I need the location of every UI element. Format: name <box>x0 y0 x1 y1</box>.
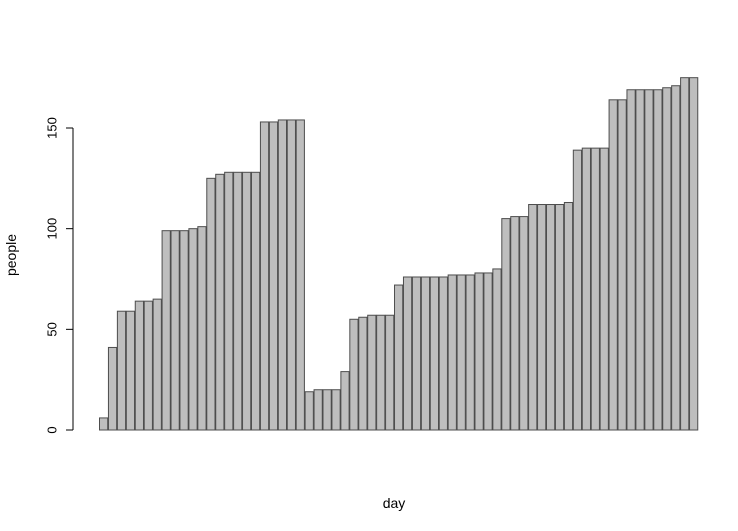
bar-62 <box>644 89 654 431</box>
bar-54 <box>572 149 583 431</box>
bar-9 <box>170 230 180 431</box>
bar-37 <box>420 276 431 431</box>
bar-28 <box>340 371 350 431</box>
bar-44 <box>483 272 493 431</box>
bar-40 <box>447 274 457 431</box>
bar-36 <box>411 276 422 431</box>
bar-30 <box>358 316 368 431</box>
bar-20 <box>268 121 279 431</box>
bar-23 <box>295 119 305 431</box>
bar-41 <box>456 274 466 431</box>
bar-29 <box>349 318 359 431</box>
y-tick-label-150: 150 <box>45 117 60 139</box>
bar-53 <box>563 201 574 431</box>
bar-6 <box>143 300 153 431</box>
bar-5 <box>134 300 144 431</box>
bar-39 <box>438 276 448 431</box>
bar-49 <box>528 204 538 431</box>
bar-64 <box>662 87 672 431</box>
bar-60 <box>626 89 636 431</box>
bar-27 <box>331 389 341 431</box>
bar-47 <box>510 216 520 431</box>
bar-16 <box>233 171 243 431</box>
bar-12 <box>197 226 207 431</box>
bar-50 <box>537 204 547 431</box>
x-axis-label: day <box>383 495 406 511</box>
bar-21 <box>277 119 288 431</box>
bar-18 <box>250 171 261 431</box>
bar-46 <box>501 218 511 431</box>
bar-43 <box>474 272 484 431</box>
bar-66 <box>680 77 690 431</box>
bar-4 <box>125 310 136 431</box>
bar-13 <box>206 177 216 431</box>
y-tick-label-50: 50 <box>45 322 60 336</box>
bar-32 <box>376 314 386 431</box>
bar-57 <box>599 147 609 431</box>
bar-51 <box>546 204 556 431</box>
bar-56 <box>590 147 600 431</box>
bar-34 <box>394 284 404 431</box>
bar-2 <box>107 346 118 431</box>
bar-42 <box>465 274 475 431</box>
bar-11 <box>188 228 198 431</box>
bar-31 <box>367 314 377 431</box>
bar-14 <box>215 173 225 431</box>
bar-45 <box>492 268 502 431</box>
bar-52 <box>554 204 565 431</box>
bar-1 <box>99 417 109 431</box>
bar-65 <box>671 85 681 431</box>
bar-61 <box>635 89 645 431</box>
bar-22 <box>286 119 296 431</box>
bar-3 <box>116 310 127 431</box>
bar-19 <box>259 121 270 431</box>
bar-38 <box>429 276 439 431</box>
bar-59 <box>617 99 627 431</box>
bar-10 <box>179 230 189 431</box>
bar-58 <box>608 99 618 431</box>
bar-24 <box>304 391 314 431</box>
bars-group <box>99 77 699 431</box>
bar-8 <box>161 230 171 431</box>
y-tick-label-100: 100 <box>45 218 60 240</box>
bar-33 <box>385 314 395 431</box>
bar-67 <box>689 77 699 431</box>
bar-25 <box>313 389 323 431</box>
bar-48 <box>519 216 529 431</box>
y-tick-label-0: 0 <box>45 426 60 433</box>
y-axis-label: people <box>3 234 19 276</box>
bar-7 <box>152 298 162 431</box>
bar-35 <box>402 276 413 431</box>
bar-17 <box>242 171 252 431</box>
bar-55 <box>581 147 591 431</box>
bar-63 <box>653 89 663 431</box>
bar-26 <box>322 389 332 431</box>
bar-15 <box>224 171 234 431</box>
y-axis: 0 50 100 150 <box>45 117 74 434</box>
